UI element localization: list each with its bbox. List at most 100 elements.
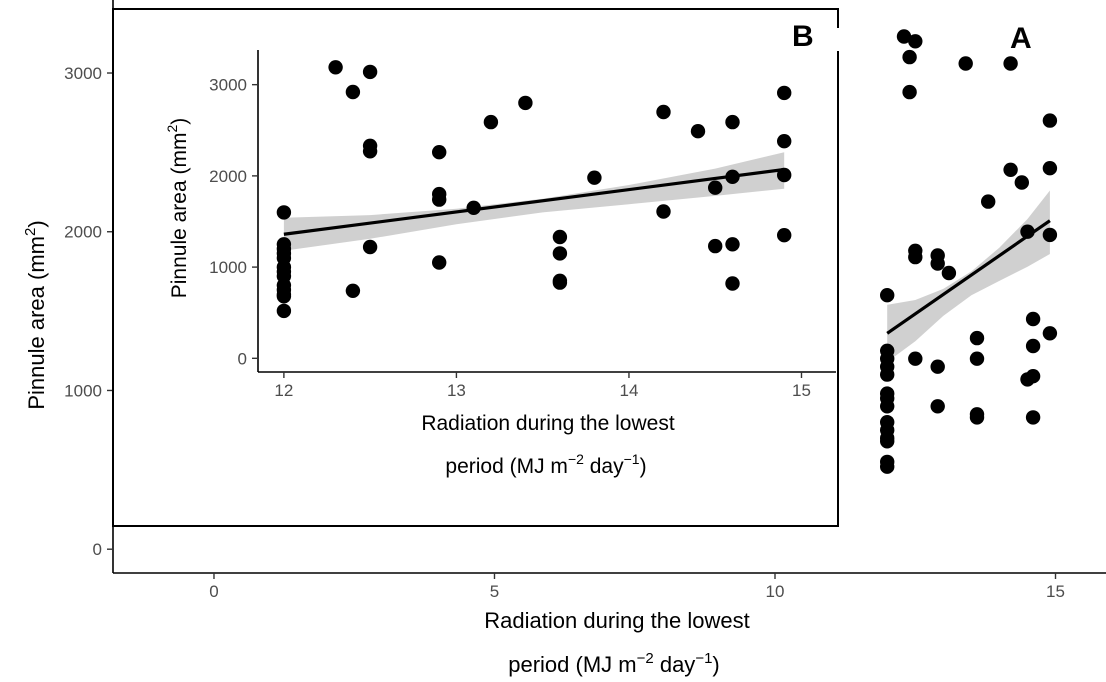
panel-b-point xyxy=(656,204,670,218)
panel-a-point xyxy=(880,434,894,448)
panel-a-x-tick-label: 5 xyxy=(490,582,499,601)
panel-a-x-title-text-3: ) xyxy=(712,652,719,677)
panel-a-x-title-text-2: day xyxy=(654,652,696,677)
panel-a-point xyxy=(908,352,922,366)
panel-b-point xyxy=(277,205,291,219)
panel-a-point xyxy=(1003,163,1017,177)
panel-a-y-title-sup: 2 xyxy=(22,228,39,236)
panel-a-point xyxy=(908,34,922,48)
panel-a-y-tick-label: 2000 xyxy=(64,223,102,242)
panel-a-point xyxy=(1026,312,1040,326)
panel-b-x-title-sup-1: −2 xyxy=(568,451,584,467)
panel-a-point xyxy=(880,288,894,302)
panel-a-point xyxy=(1015,175,1029,189)
panel-a-point xyxy=(902,50,916,64)
panel-b-y-title-text-2: ) xyxy=(168,118,191,125)
panel-b-y-title-text-1: Pinnule area (mm xyxy=(168,133,191,299)
panel-b-point xyxy=(553,230,567,244)
panel-a-point xyxy=(1043,113,1057,127)
panel-a-point xyxy=(1043,161,1057,175)
panel-b-point xyxy=(346,85,360,99)
panel-a-point xyxy=(902,85,916,99)
panel-a-point xyxy=(970,410,984,424)
panel-a-point xyxy=(931,399,945,413)
panel-b-point xyxy=(691,124,705,138)
panel-b-point xyxy=(708,181,722,195)
panel-b-y-title-sup: 2 xyxy=(164,125,180,133)
panel-a-point xyxy=(959,56,973,70)
panel-b-y-axis-title: Pinnule area (mm2) xyxy=(164,118,191,299)
panel-a-x-axis-title-line2: period (MJ m−2 day−1) xyxy=(508,650,720,677)
panel-b-point xyxy=(277,289,291,303)
panel-a-point xyxy=(970,331,984,345)
panel-b-x-title-sup-2: −1 xyxy=(624,451,640,467)
panel-b-point xyxy=(725,276,739,290)
panel-a-point xyxy=(1043,326,1057,340)
panel-b-point xyxy=(708,239,722,253)
panel-b-point xyxy=(346,284,360,298)
panel-a-y-tick-label: 1000 xyxy=(64,381,102,400)
panel-b-x-title-text-1: period (MJ m xyxy=(445,455,568,478)
panel-b-point xyxy=(553,275,567,289)
panel-a-point xyxy=(880,460,894,474)
panel-a-point xyxy=(1026,410,1040,424)
panel-b-x-title-text-2: day xyxy=(584,455,624,478)
panel-a-point xyxy=(908,250,922,264)
panel-b-point xyxy=(725,115,739,129)
panel-b-x-axis-title-line1: Radiation during the lowest xyxy=(421,412,674,435)
panel-a-point xyxy=(981,194,995,208)
panel-b-x-axis-title-line2: period (MJ m−2 day−1) xyxy=(445,451,646,478)
panel-a-y-tick-label: 3000 xyxy=(64,64,102,83)
panel-b-x-tick-label: 12 xyxy=(274,381,293,400)
panel-b-y-tick-label: 3000 xyxy=(209,76,247,95)
chart-panel-b-inset: 12 13 14 15 0 1000 2000 3000 B Radiation durin… xyxy=(113,9,841,526)
panel-a-x-tick-label: 0 xyxy=(209,582,218,601)
panel-b-x-tick-label: 13 xyxy=(447,381,466,400)
panel-a-point xyxy=(970,352,984,366)
panel-b-point xyxy=(363,240,377,254)
panel-b-point xyxy=(777,228,791,242)
panel-a-point xyxy=(880,399,894,413)
panel-b-point xyxy=(484,115,498,129)
panel-b-point xyxy=(432,145,446,159)
panel-a-y-ticks: 0 1000 2000 3000 xyxy=(64,64,113,559)
panel-a-point xyxy=(942,266,956,280)
panel-b-point xyxy=(587,171,601,185)
panel-a-x-title-sup-2: −1 xyxy=(695,650,712,667)
panel-b-point xyxy=(553,246,567,260)
panel-b-point xyxy=(328,60,342,74)
panel-b-point xyxy=(777,134,791,148)
panel-b-point xyxy=(277,304,291,318)
panel-b-point xyxy=(725,237,739,251)
panel-b-point xyxy=(656,105,670,119)
panel-a-x-title-sup-1: −2 xyxy=(637,650,654,667)
panel-a-point xyxy=(1003,56,1017,70)
panel-a-x-axis-title-line1: Radiation during the lowest xyxy=(484,608,749,633)
panel-a-x-tick-label: 15 xyxy=(1046,582,1065,601)
panel-b-point xyxy=(777,86,791,100)
panel-b-point xyxy=(432,255,446,269)
panel-b-y-tick-label: 2000 xyxy=(209,167,247,186)
inset-right-edge-gap xyxy=(836,28,841,51)
panel-a-x-ticks: 0 5 10 15 xyxy=(209,573,1065,601)
panel-b-point xyxy=(467,201,481,215)
panel-a-x-title-text-1: period (MJ m xyxy=(508,652,636,677)
panel-b-point xyxy=(432,192,446,206)
panel-a-point xyxy=(1043,228,1057,242)
panel-a-point xyxy=(880,367,894,381)
panel-b-x-title-text-3: ) xyxy=(640,455,647,478)
panel-a-x-tick-label: 10 xyxy=(766,582,785,601)
panel-b-point xyxy=(363,144,377,158)
panel-a-point xyxy=(1020,225,1034,239)
panel-a-y-title-text-1: Pinnule area (mm xyxy=(24,236,49,410)
panel-a-point xyxy=(931,360,945,374)
panel-a-y-title-text-2: ) xyxy=(24,220,49,227)
panel-b-point xyxy=(777,168,791,182)
panel-b-point xyxy=(725,170,739,184)
panel-a-point xyxy=(931,256,945,270)
panel-b-x-tick-label: 14 xyxy=(619,381,638,400)
panel-b-label: B xyxy=(792,20,814,53)
panel-a-y-tick-label: 0 xyxy=(93,540,102,559)
panel-b-point xyxy=(363,65,377,79)
